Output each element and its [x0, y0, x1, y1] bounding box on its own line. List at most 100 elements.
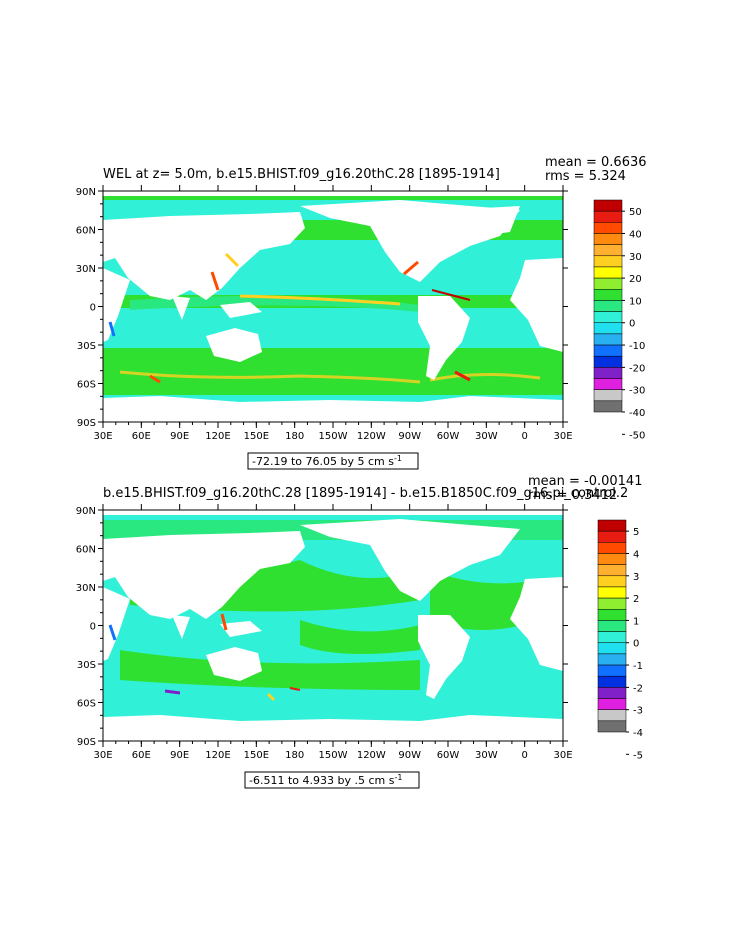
- colorbar-label: 20: [629, 274, 642, 285]
- lat-label: 0: [90, 303, 96, 314]
- lat-label: 90N: [76, 187, 96, 198]
- colorbar-swatch: [593, 199, 623, 212]
- colorbar-swatch: [597, 698, 627, 710]
- colorbar-swatch: [593, 255, 623, 268]
- colorbar-swatch: [593, 244, 623, 257]
- lon-label: 120W: [357, 431, 386, 442]
- colorbar-label: 4: [633, 549, 639, 560]
- lat-label: 0: [90, 622, 96, 633]
- colorbar-label: -40: [629, 408, 645, 419]
- panel-1-range-sup: -1: [394, 454, 402, 463]
- lon-label: 30E: [553, 750, 572, 761]
- panel-2: b.e15.BHIST.f09_g16.20thC.28 [1895-1914]…: [76, 474, 643, 789]
- colorbar-swatch: [597, 530, 627, 543]
- panel-2-colorbar: 5 4 3 2 1 0 -1 -2 -3 -4 -5: [597, 519, 643, 761]
- colorbar-label: -30: [629, 386, 645, 397]
- panel-1-map: [103, 191, 563, 422]
- colorbar-swatch: [593, 210, 623, 223]
- svg-text:-72.19 to 76.05 by 5 cm s-1: -72.19 to 76.05 by 5 cm s-1: [252, 454, 402, 468]
- colorbar-label: 10: [629, 296, 642, 307]
- colorbar-swatch: [597, 687, 627, 699]
- colorbar-swatch: [597, 642, 627, 655]
- colorbar-label: -2: [633, 683, 643, 694]
- lon-label: 30E: [93, 431, 112, 442]
- colorbar-swatch: [593, 322, 623, 335]
- lon-label: 150W: [319, 431, 348, 442]
- colorbar-swatch: [597, 720, 627, 733]
- lon-label: 180: [285, 750, 304, 761]
- colorbar-swatch: [597, 653, 627, 666]
- lon-label: 60W: [437, 750, 460, 761]
- colorbar-label: -20: [629, 363, 645, 374]
- lon-label: 90W: [398, 431, 421, 442]
- panel-1-mean: mean = 0.6636: [545, 155, 647, 170]
- lat-label: 60N: [76, 545, 96, 556]
- panel-2-range-sup: -1: [394, 773, 402, 782]
- colorbar-swatch: [593, 378, 623, 390]
- colorbar-swatch: [593, 344, 623, 357]
- lon-label: 30W: [475, 750, 498, 761]
- colorbar-swatch: [593, 333, 623, 346]
- panel-1-rms: rms = 5.324: [545, 169, 626, 184]
- colorbar-label: 0: [633, 639, 639, 650]
- colorbar-swatch: [593, 355, 623, 368]
- colorbar-label: 40: [629, 229, 642, 240]
- panel-1-range-label: -72.19 to 76.05 by 5 cm s: [252, 455, 394, 468]
- panel-1-lon-labels: 30E 60E 90E 120E 150E 180 150W 120W 90W 60W 30W 0 30…: [93, 431, 572, 442]
- colorbar-swatch: [597, 586, 627, 599]
- panel-2-lon-labels: 30E 60E 90E 120E 150E 180 150W 120W 90W 60W 30W 0 30…: [93, 750, 572, 761]
- panel-2-rms: rms = 0.3412: [528, 488, 617, 503]
- lon-label: 90E: [170, 431, 189, 442]
- panel-1-ticks: [98, 185, 568, 428]
- colorbar-swatch: [593, 222, 623, 234]
- colorbar-label: 50: [629, 207, 642, 218]
- colorbar-label: 0: [629, 319, 635, 330]
- panel-1: WEL at z= 5.0m, b.e15.BHIST.f09_g16.20th…: [76, 155, 647, 470]
- lat-label: 60N: [76, 226, 96, 237]
- lat-label: 90S: [77, 737, 96, 748]
- colorbar-label: 2: [633, 594, 639, 605]
- lon-label: 30E: [553, 431, 572, 442]
- colorbar-swatch: [597, 542, 627, 554]
- panel-2-title: b.e15.BHIST.f09_g16.20thC.28 [1895-1914]…: [103, 486, 628, 501]
- colorbar-label: -50: [629, 430, 645, 441]
- lon-label: 90W: [398, 750, 421, 761]
- lon-label: 90E: [170, 750, 189, 761]
- colorbar-swatch: [593, 289, 623, 301]
- lat-label: 60S: [77, 380, 96, 391]
- lat-label: 60S: [77, 699, 96, 710]
- colorbar-label: -4: [633, 728, 643, 739]
- lat-label: 90N: [76, 506, 96, 517]
- colorbar-swatch: [593, 400, 623, 413]
- panel-2-ticks: [98, 504, 568, 747]
- panel-1-range-box: [247, 452, 419, 470]
- lon-label: 0: [521, 750, 527, 761]
- colorbar-swatch: [593, 233, 623, 245]
- colorbar-label: -3: [633, 706, 643, 717]
- lon-label: 60E: [132, 431, 151, 442]
- colorbar-swatch: [597, 519, 627, 532]
- colorbar-swatch: [597, 631, 627, 643]
- colorbar-label: -10: [629, 341, 645, 352]
- lon-label: 30W: [475, 431, 498, 442]
- colorbar-swatch: [597, 597, 627, 610]
- lat-label: 90S: [77, 418, 96, 429]
- lon-label: 30E: [93, 750, 112, 761]
- colorbar-label: -1: [633, 661, 643, 672]
- lat-label: 30S: [77, 341, 96, 352]
- lon-label: 150E: [244, 750, 269, 761]
- lon-label: 60W: [437, 431, 460, 442]
- lon-label: 120E: [205, 750, 230, 761]
- colorbar-label: 3: [633, 572, 639, 583]
- colorbar-swatch: [597, 620, 627, 632]
- colorbar-swatch: [593, 300, 623, 312]
- colorbar-swatch: [597, 709, 627, 722]
- svg-text:-6.511 to 4.933 by .5 cm s-1: -6.511 to 4.933 by .5 cm s-1: [249, 773, 402, 787]
- colorbar-swatch: [597, 609, 627, 621]
- colorbar-swatch: [593, 389, 623, 402]
- colorbar-label: 5: [633, 527, 639, 538]
- lon-label: 60E: [132, 750, 151, 761]
- lat-label: 30N: [76, 583, 96, 594]
- lon-label: 180: [285, 431, 304, 442]
- lon-label: 120W: [357, 750, 386, 761]
